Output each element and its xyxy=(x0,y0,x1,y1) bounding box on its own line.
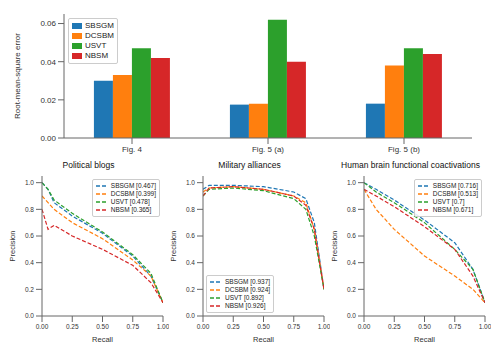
svg-text:Fig. 5 (a): Fig. 5 (a) xyxy=(252,145,284,154)
svg-text:0.25: 0.25 xyxy=(227,323,240,330)
html-text:Human brain functional coactiv: Human brain functional coactivations xyxy=(341,160,480,170)
html-text:USVT [0.7]: USVT [0.7] xyxy=(432,198,465,205)
html-text:USVT [0.892]: USVT [0.892] xyxy=(225,294,264,301)
svg-text:0.25: 0.25 xyxy=(388,323,401,330)
html-text:NBSM [0.671]: NBSM [0.671] xyxy=(432,206,474,213)
html-text:NBSM [0.365]: NBSM [0.365] xyxy=(110,206,152,213)
svg-text:0.2: 0.2 xyxy=(186,286,195,293)
html-text:NBSM: NBSM xyxy=(85,51,109,60)
svg-text:0.4: 0.4 xyxy=(347,259,356,266)
svg-text:1.0: 1.0 xyxy=(186,179,195,186)
svg-text:0.6: 0.6 xyxy=(186,232,195,239)
html-text:USVT: USVT xyxy=(85,41,107,50)
svg-text:0.00: 0.00 xyxy=(36,323,49,330)
svg-text:0.75: 0.75 xyxy=(448,323,461,330)
svg-text:0.50: 0.50 xyxy=(96,323,109,330)
svg-text:1.00: 1.00 xyxy=(479,323,491,330)
html-text:USVT [0.478]: USVT [0.478] xyxy=(110,198,150,205)
svg-text:0.8: 0.8 xyxy=(347,206,356,213)
svg-text:0.50: 0.50 xyxy=(418,323,431,330)
svg-text:Precision: Precision xyxy=(169,231,178,262)
svg-text:0.8: 0.8 xyxy=(25,206,34,213)
svg-text:0.00: 0.00 xyxy=(197,323,210,330)
svg-text:0.2: 0.2 xyxy=(25,286,34,293)
html-text:SBSGM [0.467]: SBSGM [0.467] xyxy=(110,182,156,189)
svg-text:Fig. 4: Fig. 4 xyxy=(122,145,143,154)
svg-text:0.04: 0.04 xyxy=(40,58,56,67)
svg-text:0.4: 0.4 xyxy=(25,259,34,266)
svg-text:0.8: 0.8 xyxy=(186,206,195,213)
svg-text:1.00: 1.00 xyxy=(157,323,169,330)
html-text:SBSGM [0.937]: SBSGM [0.937] xyxy=(225,278,271,285)
html-text:DCSBM: DCSBM xyxy=(85,31,114,40)
html-text:Political blogs: Political blogs xyxy=(62,160,115,170)
svg-text:0.0: 0.0 xyxy=(347,312,356,319)
svg-text:Precision: Precision xyxy=(330,231,339,262)
svg-text:0.4: 0.4 xyxy=(186,259,195,266)
svg-text:1.00: 1.00 xyxy=(318,323,330,330)
svg-text:0.6: 0.6 xyxy=(347,232,356,239)
html-text:DCSBM [0.513]: DCSBM [0.513] xyxy=(432,190,478,197)
svg-text:Fig. 5 (b): Fig. 5 (b) xyxy=(388,145,420,154)
svg-text:0.0: 0.0 xyxy=(186,312,195,319)
html-text:SBSGM: SBSGM xyxy=(85,21,114,30)
svg-text:1.0: 1.0 xyxy=(347,179,356,186)
svg-text:0.06: 0.06 xyxy=(40,19,56,28)
svg-text:Precision: Precision xyxy=(8,231,17,262)
svg-text:1.0: 1.0 xyxy=(25,179,34,186)
html-text:DCSBM [0.399]: DCSBM [0.399] xyxy=(110,190,156,197)
svg-text:0.0: 0.0 xyxy=(25,312,34,319)
svg-text:0.6: 0.6 xyxy=(25,232,34,239)
html-text:DCSBM [0.924]: DCSBM [0.924] xyxy=(225,286,271,293)
html-text:SBSGM [0.716]: SBSGM [0.716] xyxy=(432,182,478,189)
html-text:Military alliances: Military alliances xyxy=(218,160,281,170)
svg-text:Root-mean-square error: Root-mean-square error xyxy=(13,33,22,119)
svg-text:0.50: 0.50 xyxy=(257,323,270,330)
svg-text:0.25: 0.25 xyxy=(66,323,79,330)
svg-text:0.75: 0.75 xyxy=(126,323,139,330)
svg-text:Recall: Recall xyxy=(92,335,113,342)
html-text:NBSM [0.926]: NBSM [0.926] xyxy=(225,302,266,309)
svg-text:0.75: 0.75 xyxy=(287,323,300,330)
svg-text:0.02: 0.02 xyxy=(40,96,56,105)
svg-text:0.00: 0.00 xyxy=(358,323,371,330)
svg-text:Recall: Recall xyxy=(253,335,274,342)
svg-text:0.00: 0.00 xyxy=(40,134,56,143)
svg-text:Recall: Recall xyxy=(414,335,435,342)
svg-text:0.2: 0.2 xyxy=(347,286,356,293)
